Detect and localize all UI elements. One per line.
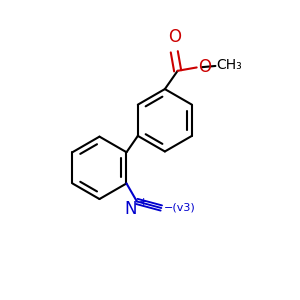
Text: O: O xyxy=(198,58,211,76)
Text: O: O xyxy=(168,28,181,46)
Text: CH₃: CH₃ xyxy=(217,58,242,72)
Text: −(v3): −(v3) xyxy=(164,202,195,212)
Text: N: N xyxy=(124,200,137,218)
Text: +: + xyxy=(139,197,149,207)
